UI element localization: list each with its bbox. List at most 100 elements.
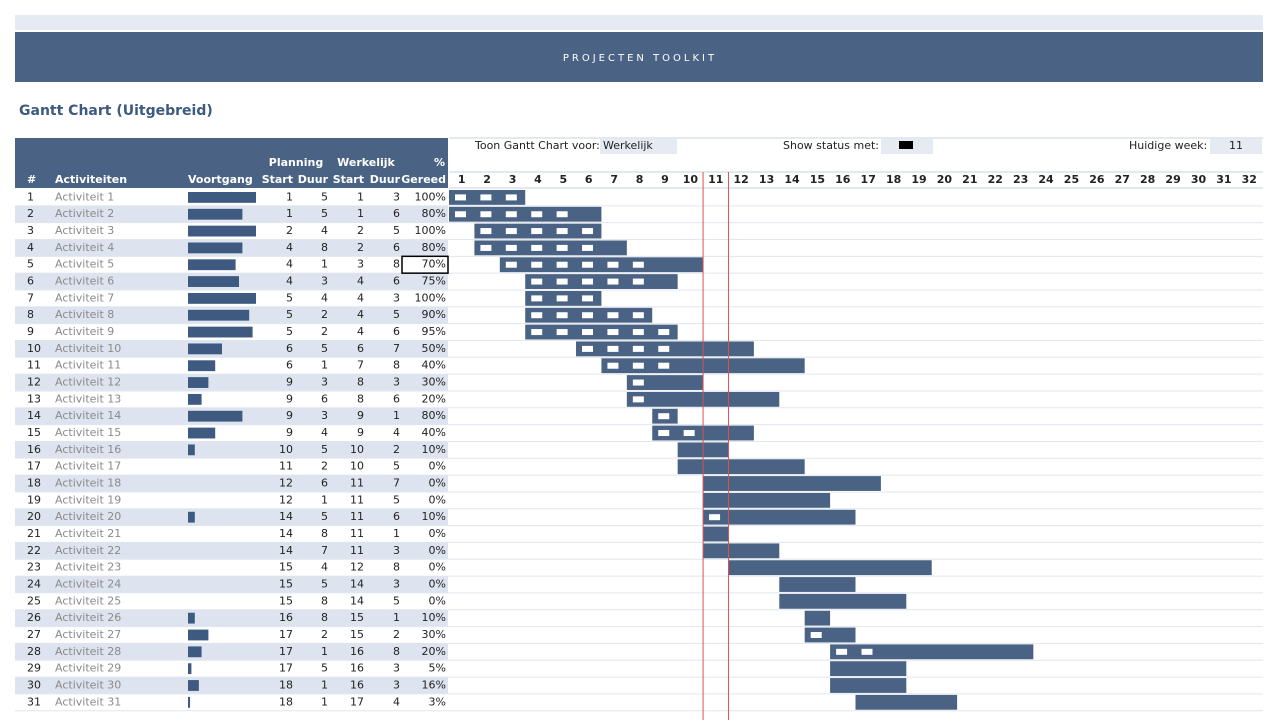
row-shade (15, 340, 448, 358)
progress-bar (188, 208, 243, 220)
progress-bar (188, 410, 243, 422)
pct-done: 100% (415, 291, 446, 304)
row-number: 8 (27, 308, 34, 321)
week-header: 22 (988, 173, 1003, 186)
plan-start: 18 (279, 678, 293, 691)
progress-bar (188, 427, 216, 439)
progress-marker (556, 278, 568, 285)
progress-marker (531, 211, 543, 218)
plan-start: 4 (286, 258, 293, 271)
actual-duur: 8 (393, 359, 400, 372)
progress-marker (455, 211, 466, 218)
activity-name: Activiteit 3 (55, 224, 114, 237)
progress-bar (188, 242, 243, 254)
progress-marker (632, 379, 644, 386)
gantt-bar (830, 661, 907, 677)
actual-start: 3 (357, 258, 364, 271)
progress-marker (607, 278, 619, 285)
control-value[interactable]: Werkelijk (603, 139, 653, 152)
progress-bar (188, 343, 222, 355)
row-number: 19 (27, 493, 41, 506)
progress-bar (188, 309, 250, 321)
progress-marker (658, 345, 670, 352)
pct-done: 50% (422, 342, 446, 355)
progress-marker (480, 194, 492, 201)
actual-start: 16 (350, 662, 364, 675)
progress-bar (188, 259, 236, 271)
plan-start: 14 (279, 510, 293, 523)
progress-marker (658, 430, 670, 437)
week-header: 19 (911, 173, 926, 186)
week-header: 31 (1216, 173, 1231, 186)
week-header: 29 (1165, 173, 1180, 186)
plan-duur: 8 (321, 527, 328, 540)
actual-start: 16 (350, 678, 364, 691)
pct-done: 20% (422, 392, 446, 405)
group-header: Planning (269, 156, 323, 169)
plan-start: 6 (286, 342, 293, 355)
plan-start: 11 (279, 460, 293, 473)
gantt-bar (474, 240, 627, 256)
title: PROJECTEN TOOLKIT (563, 53, 717, 64)
progress-marker (582, 329, 594, 336)
activity-name: Activiteit 25 (55, 594, 121, 607)
actual-duur: 8 (393, 561, 400, 574)
title-bar (15, 32, 1263, 82)
plan-start: 4 (286, 275, 293, 288)
week-header: 1 (458, 173, 466, 186)
actual-start: 2 (357, 241, 364, 254)
pct-done: 100% (415, 190, 446, 203)
row-number: 12 (27, 376, 41, 389)
plan-start: 18 (279, 695, 293, 708)
week-field[interactable] (1210, 139, 1262, 154)
actual-start: 11 (350, 493, 364, 506)
row-number: 26 (27, 611, 41, 624)
row-shade (15, 441, 448, 459)
actual-start: 8 (357, 376, 364, 389)
plan-duur: 5 (321, 662, 328, 675)
pct-done: 10% (422, 611, 446, 624)
pct-done: 0% (429, 493, 446, 506)
plan-start: 5 (286, 325, 293, 338)
row-number: 13 (27, 392, 41, 405)
pct-done: 10% (422, 510, 446, 523)
plan-start: 9 (286, 426, 293, 439)
actual-duur: 8 (393, 258, 400, 271)
pct-done: 0% (429, 544, 446, 557)
actual-duur: 2 (393, 628, 400, 641)
top-strip (15, 15, 1263, 30)
activity-name: Activiteit 4 (55, 241, 114, 254)
plan-duur: 5 (321, 510, 328, 523)
actual-duur: 3 (393, 376, 400, 389)
actual-start: 10 (350, 443, 364, 456)
pct-done: 30% (422, 376, 446, 389)
plan-duur: 5 (321, 342, 328, 355)
week-header: 27 (1115, 173, 1130, 186)
actual-duur: 3 (393, 578, 400, 591)
progress-marker (632, 362, 644, 369)
actual-duur: 5 (393, 224, 400, 237)
actual-duur: 5 (393, 594, 400, 607)
progress-bar (188, 696, 191, 708)
week-header: 14 (784, 173, 800, 186)
current-week[interactable]: 11 (1229, 139, 1243, 152)
selected-cell[interactable] (401, 255, 449, 274)
actual-start: 11 (350, 544, 364, 557)
subtitle: Gantt Chart (Uitgebreid) (19, 103, 213, 119)
progress-bar (188, 680, 199, 691)
row-number: 22 (27, 544, 41, 557)
actual-duur: 3 (393, 678, 400, 691)
week-header: 18 (886, 173, 901, 186)
progress-marker (607, 312, 619, 319)
control-field[interactable] (600, 139, 677, 154)
control-label: Toon Gantt Chart voor: (474, 139, 600, 152)
plan-duur: 1 (321, 678, 328, 691)
progress-marker (480, 211, 492, 218)
actual-duur: 3 (393, 544, 400, 557)
progress-marker (607, 362, 619, 369)
week-header: 20 (937, 173, 953, 186)
week-header: 5 (560, 173, 568, 186)
progress-marker (556, 228, 568, 235)
plan-duur: 8 (321, 594, 328, 607)
